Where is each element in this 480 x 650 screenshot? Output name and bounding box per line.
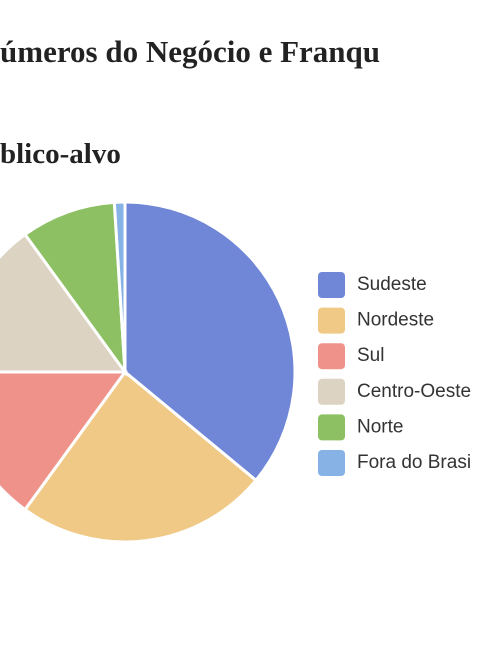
pie-slice [22, 200, 127, 378]
chart-subtitle: blico-alvo [0, 138, 121, 170]
pie-slice [123, 200, 297, 483]
pie-slice [22, 369, 259, 544]
legend-label: Sul [357, 345, 384, 366]
legend-swatch [318, 307, 345, 334]
legend-label: Fora do Brasi [357, 452, 471, 473]
legend-swatch [318, 343, 345, 370]
legend-swatch [318, 414, 345, 441]
pie-slice [0, 370, 128, 512]
chart-title: úmeros do Negócio e Franqu [0, 34, 380, 69]
legend-label: Nordeste [357, 310, 434, 331]
pie-slice [0, 232, 128, 374]
legend-label: Sudeste [357, 274, 427, 295]
pie-slice [112, 200, 127, 373]
legend-swatch [318, 378, 345, 405]
legend-swatch [318, 450, 345, 476]
legend-label: Centro-Oeste [357, 381, 471, 402]
legend-swatch [318, 272, 345, 298]
legend-label: Norte [357, 416, 403, 437]
